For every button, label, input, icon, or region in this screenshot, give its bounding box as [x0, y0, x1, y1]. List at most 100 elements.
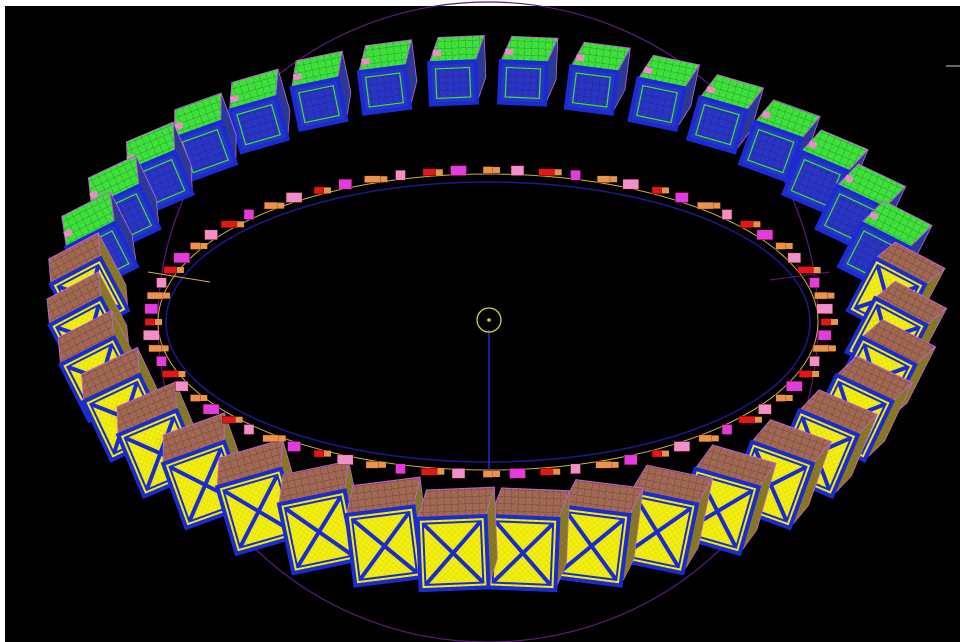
magnet-39	[156, 277, 167, 288]
magnet-13	[624, 454, 638, 466]
magnet-62	[697, 201, 714, 210]
magnet-36	[144, 318, 156, 326]
magnet-64	[740, 220, 754, 229]
connector-44	[237, 221, 245, 228]
magnet-41	[173, 252, 190, 264]
connector-2	[828, 345, 836, 352]
module-wire-overlay	[553, 478, 643, 587]
connector-58	[610, 176, 618, 183]
window-border-top	[0, 0, 960, 6]
magnet-3	[809, 356, 820, 367]
magnet-59	[622, 178, 640, 190]
magnet-11	[673, 441, 691, 452]
magnet-25	[287, 441, 301, 452]
module-wire-overlay	[416, 487, 499, 591]
cryomodule-29	[627, 53, 701, 132]
magnet-38	[146, 291, 164, 300]
connector-24	[324, 450, 331, 457]
connector-10	[711, 435, 719, 442]
magnet-71	[816, 303, 833, 315]
magnet-35	[143, 329, 160, 341]
magnet-56	[538, 168, 555, 177]
magnet-28	[222, 415, 236, 424]
axis-line-left	[147, 271, 211, 283]
magnet-68	[797, 266, 814, 274]
magnet-26	[262, 434, 279, 443]
magnet-37	[144, 303, 159, 315]
magnet-63	[721, 209, 733, 220]
magnet-15	[570, 463, 581, 475]
module-wire-overlay	[487, 487, 570, 591]
magnet-57	[570, 169, 581, 181]
connector-56	[554, 169, 562, 176]
magnet-27	[243, 424, 255, 435]
beam-path	[157, 173, 819, 471]
magnet-51	[395, 169, 406, 181]
magnet-23	[336, 454, 354, 466]
inner-ring	[165, 181, 811, 463]
module-wire-overlay	[355, 39, 421, 114]
magnet-60	[651, 186, 663, 195]
connector-30	[200, 395, 208, 401]
module-wire-overlay	[688, 71, 764, 155]
magnet-32	[162, 370, 179, 378]
connector-32	[178, 371, 186, 377]
magnet-17	[509, 468, 526, 479]
connector-40	[176, 267, 184, 273]
magnet-69	[809, 277, 820, 288]
magnet-66	[775, 242, 786, 250]
module-wire-overlay	[499, 35, 558, 105]
connector-54	[493, 167, 500, 173]
magnet-24	[313, 449, 325, 458]
magnet-6	[775, 394, 786, 402]
cryomodule-27	[496, 35, 559, 107]
cryomodule-28	[563, 41, 632, 116]
magnet-0	[820, 318, 832, 326]
connector-22	[378, 461, 386, 468]
magnet-34	[148, 344, 162, 353]
cryomodule-24	[286, 50, 357, 132]
cryomodule-9	[415, 486, 499, 593]
magnet-ring-back	[144, 165, 838, 326]
magnet-30	[190, 394, 201, 402]
connector-50	[380, 176, 388, 183]
magnet-54	[482, 166, 494, 174]
magnet-61	[675, 192, 689, 203]
connector-52	[435, 169, 443, 176]
magnet-2	[812, 344, 830, 353]
magnet-45	[243, 209, 255, 220]
magnet-44	[220, 220, 238, 229]
window-border-left	[0, 0, 5, 642]
magnet-20	[421, 467, 438, 476]
connector-4	[812, 371, 820, 377]
magnet-50	[364, 175, 381, 183]
cryomodule-23	[222, 68, 298, 155]
module-wire-overlay	[286, 51, 357, 130]
magnet-65	[756, 229, 774, 241]
magnet-8	[738, 415, 756, 424]
connector-34	[161, 345, 169, 352]
connector-36	[155, 319, 162, 325]
center-point	[487, 318, 491, 322]
magnet-16	[539, 467, 554, 476]
connector-46	[277, 202, 285, 209]
magnet-70	[814, 291, 828, 300]
cryomodule-7	[551, 478, 644, 588]
connector-64	[753, 221, 761, 228]
magnet-10	[698, 434, 713, 443]
connector-70	[827, 292, 835, 299]
magnet-47	[285, 192, 303, 203]
connector-68	[813, 267, 821, 273]
module-wire-overlay	[342, 477, 433, 586]
cryomodule-8	[485, 487, 571, 593]
connector-14	[611, 461, 619, 468]
module-wire-overlay	[565, 41, 631, 115]
magnet-18	[482, 470, 494, 478]
magnet-31	[174, 380, 189, 392]
connector-20	[437, 468, 445, 475]
magnet-52	[422, 168, 437, 177]
magnet-49	[338, 178, 352, 190]
center-marker	[476, 307, 502, 333]
magnet-5	[786, 380, 803, 392]
